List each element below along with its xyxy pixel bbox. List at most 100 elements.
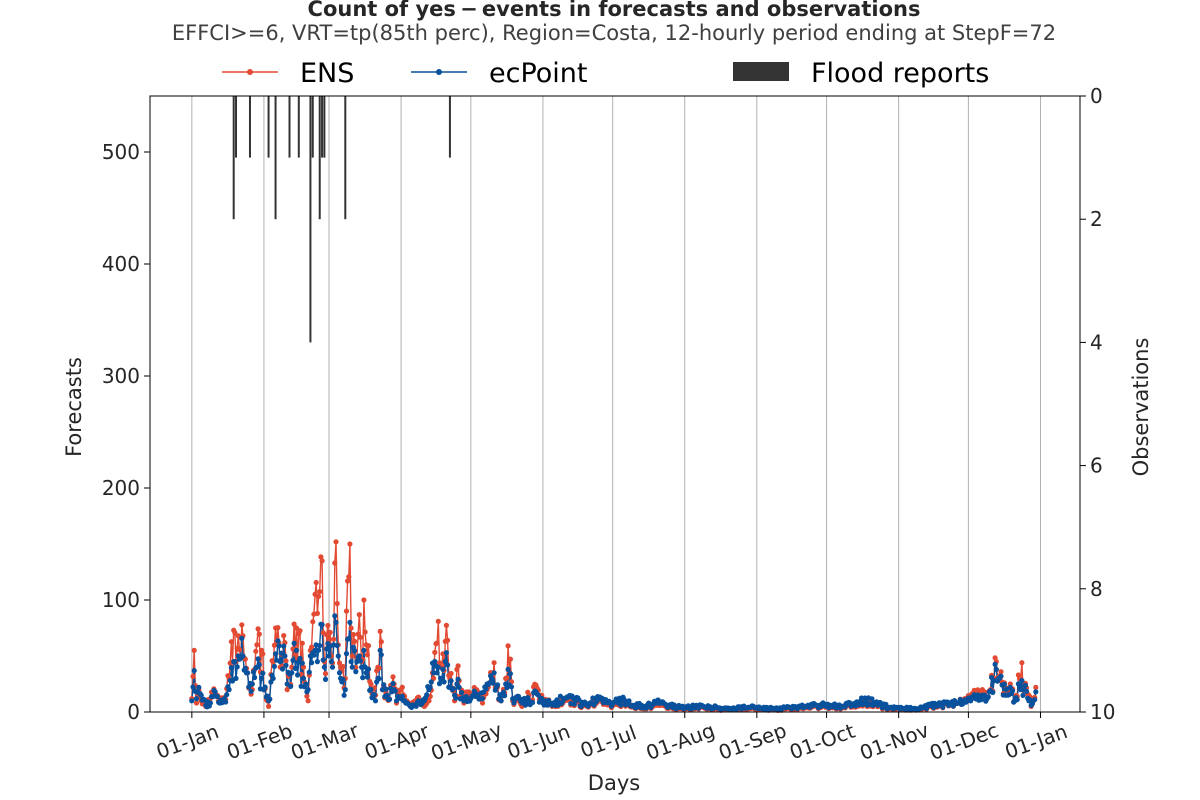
point-ens [283,658,289,664]
series-line-ens [191,541,1037,712]
y2-tick-label: 8 [1090,577,1103,601]
point-ecpoint [346,635,352,642]
point-ens [318,554,324,560]
point-ecpoint [214,693,220,700]
legend-entry-ens: ENS [222,58,354,89]
y-tick-label: 500 [102,140,140,164]
legend-ecpoint-label: ecPoint [489,58,588,89]
point-ecpoint [453,695,459,701]
point-ecpoint [378,652,384,658]
flood-report-bar [318,96,321,220]
x-tick-label: 01-Mar [287,718,362,765]
vertical-gridlines [191,96,1041,712]
y-tick-label: 300 [102,364,140,388]
point-ens [314,610,320,617]
point-ens [346,574,352,580]
point-ens [293,625,300,631]
point-ens [190,673,196,680]
point-ecpoint [957,696,963,703]
point-ecpoint [372,698,379,704]
point-ecpoint [368,687,374,693]
point-ecpoint [309,660,315,666]
flood-report-bar [288,96,291,158]
point-ens [350,631,356,638]
y2-tick-label: 2 [1090,207,1103,231]
legend: ENS ecPoint Flood reports [222,58,989,89]
flood-report-bar [309,96,312,343]
point-ens [1019,660,1025,666]
point-ecpoint [448,678,454,684]
point-ecpoint [212,689,218,695]
point-ens [448,670,454,677]
point-ecpoint [245,670,251,676]
point-ecpoint [291,640,297,646]
point-ens [399,684,405,690]
point-ecpoint [256,662,262,668]
point-ecpoint [377,647,383,654]
point-ecpoint [498,698,504,704]
point-ecpoint [267,696,273,702]
point-ecpoint [1032,697,1038,703]
point-ecpoint [260,670,266,676]
x-tick-label: 01-Jan [153,719,222,764]
point-ecpoint [1033,689,1039,695]
point-ecpoint [273,651,279,657]
point-ens [505,643,511,649]
point-ens [352,638,358,645]
point-ecpoint [508,684,515,690]
point-ecpoint [255,656,261,662]
point-ecpoint [365,666,372,672]
point-ecpoint [279,666,286,672]
point-ecpoint [198,692,204,698]
point-ecpoint [282,653,288,659]
point-ecpoint [399,693,405,700]
point-ecpoint [998,673,1004,679]
point-ens [305,698,311,704]
point-ens [334,600,340,607]
point-ecpoint [342,687,348,693]
point-ecpoint [883,701,889,708]
y2-tick-label: 4 [1090,330,1103,354]
x-tick-label: 01-Feb [223,719,295,765]
legend-flood-reports-swatch [733,62,789,81]
legend-flood-reports-label: Flood reports [811,58,989,89]
point-ecpoint [281,643,287,649]
point-ecpoint [1019,678,1025,684]
point-ecpoint [270,675,276,682]
y-tick-label: 100 [102,588,140,612]
point-ecpoint [292,665,298,672]
y2-axis-label: Observations [1129,338,1153,477]
point-ecpoint [297,655,303,661]
point-ens [284,687,290,693]
point-ecpoint [392,688,398,694]
y2-tick-label: 0 [1090,84,1103,108]
point-ecpoint [489,675,495,682]
point-ens [345,578,351,584]
point-ens [445,637,451,643]
point-ens [193,700,200,706]
point-ecpoint [349,664,355,670]
point-ecpoint [329,664,336,670]
point-ens [356,612,362,618]
point-ens [376,665,382,671]
point-ecpoint [290,657,296,663]
x-tick-label: 01-Jul [577,720,640,762]
series-lines [191,541,1037,712]
point-ecpoint [314,659,320,665]
point-ecpoint [240,653,246,659]
point-ecpoint [459,690,465,696]
point-ecpoint [386,696,393,703]
point-ecpoint [490,680,496,686]
point-ens [390,674,396,680]
point-ecpoint [316,647,322,653]
point-ens [998,669,1004,675]
point-ecpoint [413,703,419,709]
point-ecpoint [440,666,446,673]
point-ecpoint [300,675,307,682]
y2-tick-label: 6 [1090,454,1103,478]
point-ens [357,634,363,640]
point-ecpoint [993,666,999,673]
point-ecpoint [333,619,339,626]
point-ens [436,660,443,666]
point-ecpoint [1022,682,1028,688]
